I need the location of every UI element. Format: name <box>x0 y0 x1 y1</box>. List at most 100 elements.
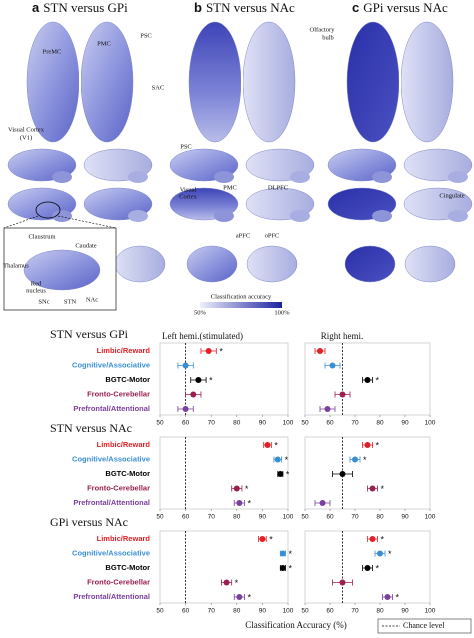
data-point <box>339 391 346 398</box>
right-hemisphere <box>400 21 454 143</box>
data-point <box>377 550 383 557</box>
brain-annotation: PSC <box>180 143 192 150</box>
colorbar-tick-label: 50% <box>194 309 207 316</box>
significance-star: * <box>247 592 251 602</box>
significance-star: * <box>376 440 380 450</box>
significance-star: * <box>288 549 292 559</box>
data-point <box>364 442 371 448</box>
brain-annotation: PMC <box>97 40 111 47</box>
data-point <box>279 550 286 557</box>
category-label: Limbic/Reward <box>97 440 151 449</box>
x-tick-label: 60 <box>182 608 190 615</box>
data-point <box>319 500 326 506</box>
data-point <box>182 406 189 412</box>
category-label: Limbic/Reward <box>97 346 151 355</box>
cerebellum <box>448 210 468 222</box>
subcortical <box>404 245 456 283</box>
brain-annotation: PSC <box>140 32 152 39</box>
significance-star: * <box>274 440 278 450</box>
x-tick-label: 70 <box>351 514 359 521</box>
category-label: Cognitive/Associative <box>72 454 150 463</box>
left-hemisphere <box>346 21 400 143</box>
category-label: BGTC-Motor <box>105 469 150 478</box>
panel-title-text: STN versus GPi <box>43 0 128 15</box>
colorbar-label: Classification accuracy <box>211 293 272 300</box>
data-point <box>277 471 284 477</box>
brain-annotation: Cortex <box>179 193 197 200</box>
cerebellum <box>372 210 392 222</box>
data-point <box>223 579 230 586</box>
left-hemisphere <box>188 21 242 143</box>
x-tick-label: 80 <box>376 420 384 427</box>
x-tick-label: 50 <box>156 514 164 521</box>
category-label: Fronto-Cerebellar <box>87 577 150 586</box>
plot-frame <box>304 436 431 510</box>
cerebellum <box>128 210 148 222</box>
x-tick-label: 50 <box>156 420 164 427</box>
significance-star: * <box>288 563 292 573</box>
legend-label: Chance level <box>403 621 445 630</box>
brain-annotation: aPFC <box>236 232 250 239</box>
subcortical <box>246 245 298 283</box>
series-header: Right hemi. <box>321 331 364 341</box>
plot-frame <box>159 436 289 510</box>
significance-star: * <box>235 578 239 588</box>
inset-pointer <box>57 215 117 229</box>
inset-label: SNc <box>38 298 49 305</box>
x-tick-label: 60 <box>326 514 334 521</box>
data-point <box>195 377 202 383</box>
subplot-title: STN versus NAc <box>50 421 132 435</box>
x-tick-label: 90 <box>259 608 267 615</box>
data-point <box>274 456 281 463</box>
left-hemisphere <box>26 21 80 143</box>
x-tick-label: 50 <box>301 420 309 427</box>
subcortical <box>344 245 396 283</box>
significance-star: * <box>381 534 385 544</box>
significance-star: * <box>247 498 251 508</box>
plot-frame <box>159 530 289 604</box>
brain-annotation: Olfactory <box>310 26 336 33</box>
x-tick-label: 70 <box>208 608 216 615</box>
panel-title-text: STN versus NAc <box>206 0 295 15</box>
x-tick-label: 100 <box>283 608 294 615</box>
inset-label: Claustrum <box>28 233 55 240</box>
panel-letter: b <box>194 0 202 15</box>
x-tick-label: 60 <box>326 608 334 615</box>
colorbar-tick-label: 100% <box>274 309 290 316</box>
x-tick-label: 70 <box>208 514 216 521</box>
cerebellum <box>52 210 72 222</box>
inset-structure <box>23 249 101 291</box>
inset-label: Caudate <box>75 242 96 249</box>
brain-annotation: bulb <box>322 34 334 41</box>
significance-star: * <box>286 469 290 479</box>
category-label: Limbic/Reward <box>97 534 151 543</box>
cerebellum <box>448 171 468 183</box>
cerebellum <box>290 210 310 222</box>
brain-annotation: Cingulate <box>439 192 464 199</box>
x-tick-label: 100 <box>425 420 436 427</box>
subplot-title: STN versus GPi <box>50 327 129 341</box>
brain-renderings: a STN versus GPi b STN versus NAc c GPi versu… <box>3 0 473 316</box>
data-point <box>329 362 336 369</box>
inset-label: Red <box>31 280 42 287</box>
significance-star: * <box>388 549 392 559</box>
data-point <box>364 377 371 383</box>
data-point <box>264 442 271 448</box>
significance-star: * <box>245 484 249 494</box>
series-header: Left hemi.(stimulated) <box>162 331 243 341</box>
significance-star: * <box>285 455 289 465</box>
brain-annotation: PMC <box>223 184 237 191</box>
data-point <box>236 594 243 600</box>
cerebellum <box>214 171 234 183</box>
category-label: Prefrontal/Attentional <box>73 404 150 413</box>
inset-label: Thalamus <box>3 262 29 269</box>
significance-star: * <box>376 563 380 573</box>
x-tick-label: 90 <box>401 608 409 615</box>
x-tick-label: 80 <box>376 608 384 615</box>
significance-star: * <box>376 375 380 385</box>
x-tick-label: 100 <box>425 514 436 521</box>
x-tick-label: 80 <box>233 420 241 427</box>
significance-star: * <box>219 346 223 356</box>
cerebellum <box>372 171 392 183</box>
plot-frame <box>304 342 431 416</box>
